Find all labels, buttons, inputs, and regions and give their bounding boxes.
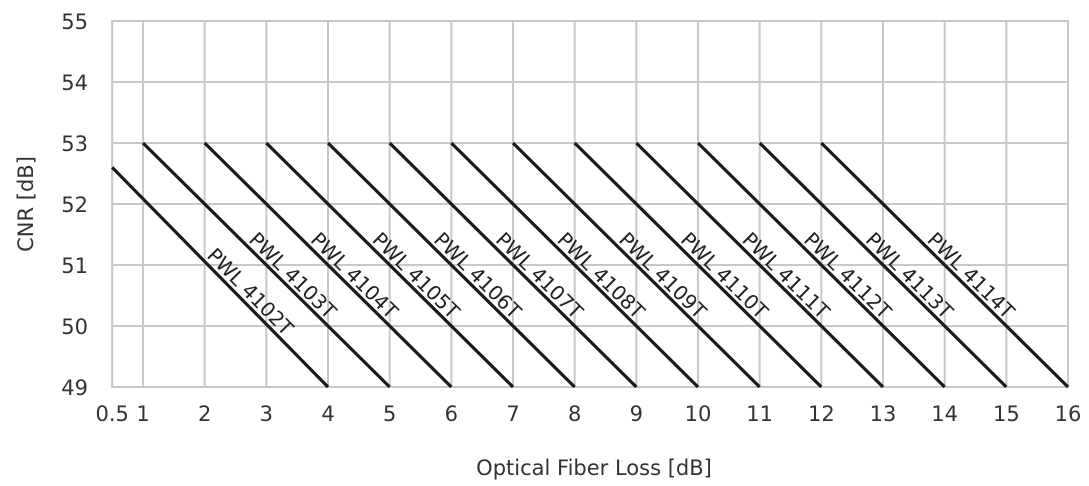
x-tick-label-7: 7 — [506, 402, 519, 426]
series-line-11 — [758, 141, 1008, 389]
grid — [111, 20, 1069, 388]
y-axis-label: CNR [dB] — [14, 156, 38, 252]
x-tick-label-11: 11 — [746, 402, 773, 426]
x-tick-label-12: 12 — [808, 402, 835, 426]
y-tick-label-2: 51 — [61, 254, 88, 278]
series-line-10 — [696, 141, 946, 389]
x-tick-label-9: 9 — [630, 402, 643, 426]
y-tick-label-3: 52 — [61, 193, 88, 217]
y-tick-label-5: 54 — [61, 71, 88, 95]
x-tick-label-14: 14 — [931, 402, 958, 426]
series-line-9 — [635, 141, 885, 389]
x-tick-label-6: 6 — [445, 402, 458, 426]
series-line-7 — [511, 141, 761, 389]
x-tick-label-2: 2 — [198, 402, 211, 426]
series-line-5 — [388, 141, 638, 389]
y-tick-label-4: 53 — [61, 132, 88, 156]
x-tick-label-16: 16 — [1055, 402, 1082, 426]
series-line-6 — [450, 141, 700, 389]
series-line-3 — [265, 141, 515, 389]
series-line-2 — [203, 141, 453, 389]
series-line-8 — [573, 141, 823, 389]
x-tick-label-3: 3 — [260, 402, 273, 426]
x-tick-label-13: 13 — [870, 402, 897, 426]
x-tick-labels: 0.5 1 2 3 4 5 6 7 8 9 10 11 12 13 14 15 16 — [95, 402, 1081, 426]
x-tick-label-8: 8 — [568, 402, 581, 426]
series-line-12 — [820, 141, 1070, 389]
y-tick-label-1: 50 — [61, 315, 88, 339]
x-tick-label-15: 15 — [993, 402, 1020, 426]
y-tick-label-6: 55 — [61, 10, 88, 34]
x-tick-label-1: 1 — [136, 402, 149, 426]
x-tick-label-4: 4 — [321, 402, 334, 426]
series-line-1 — [141, 141, 391, 389]
series-line-0 — [111, 166, 330, 389]
y-tick-labels: 49 50 51 52 53 54 55 — [61, 10, 88, 400]
x-tick-label-0: 0.5 — [95, 402, 128, 426]
x-tick-label-5: 5 — [383, 402, 396, 426]
x-axis-label: Optical Fiber Loss [dB] — [476, 456, 712, 480]
series-lines — [111, 141, 1070, 389]
series-line-4 — [326, 141, 576, 389]
y-tick-label-0: 49 — [61, 376, 88, 400]
x-tick-label-10: 10 — [685, 402, 712, 426]
plot-frame — [111, 20, 1069, 388]
